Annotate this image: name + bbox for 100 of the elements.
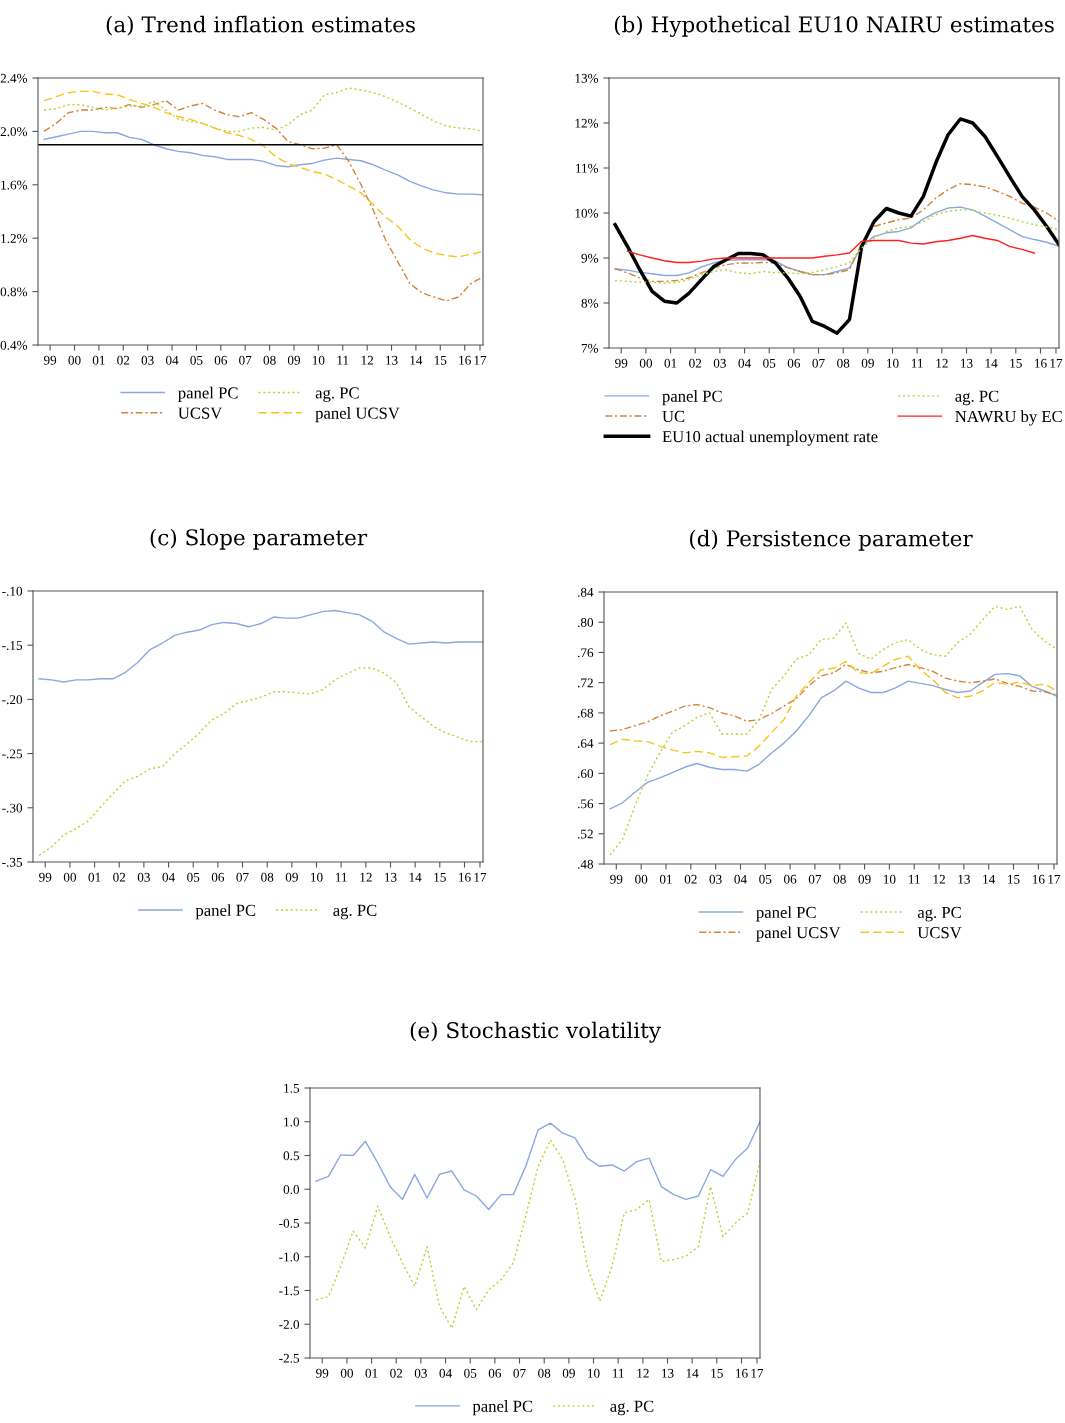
legend-label: panel UCSV	[315, 407, 400, 423]
y-tick-label: 0.4%	[0, 340, 28, 350]
y-tick-label: 13%	[575, 73, 599, 83]
legend-label: ag. PC	[315, 387, 359, 402]
x-tick-label: 14	[983, 874, 996, 884]
x-tick-label: 07	[239, 355, 252, 365]
y-tick-label: 9%	[581, 253, 599, 263]
x-tick-label: 06	[211, 872, 225, 882]
x-tick-label: 07	[236, 872, 249, 882]
line-series	[38, 667, 483, 857]
line-series	[609, 663, 1057, 732]
x-tick-label: 08	[837, 358, 850, 368]
x-tick-label: 04	[162, 872, 175, 882]
x-tick-label: 02	[113, 872, 126, 882]
legend-label: ag. PC	[955, 390, 999, 406]
y-tick-label: 8%	[581, 298, 599, 308]
y-tick-label: -2.5	[279, 1353, 300, 1363]
x-tick-label: 16	[1035, 358, 1047, 368]
legend-label: EU10 actual unemployment rate	[662, 430, 878, 446]
x-tick-label: 04	[439, 1368, 452, 1378]
x-tick-label: 06	[787, 358, 801, 368]
y-tick-label: .68	[577, 708, 594, 718]
x-tick-label: 02	[390, 1368, 403, 1378]
line-series	[43, 90, 483, 258]
legend-label: ag. PC	[333, 904, 377, 920]
x-tick-label: 17	[474, 355, 487, 365]
chart-title: (b) Hypothetical EU10 NAIRU estimates	[614, 15, 1054, 37]
x-tick-label: 12	[360, 872, 372, 882]
y-tick-label: -.15	[2, 641, 23, 650]
y-tick-label: .76	[577, 648, 594, 658]
y-tick-label: .84	[577, 587, 594, 597]
x-tick-label: 99	[316, 1368, 329, 1378]
x-tick-label: 11	[335, 872, 347, 882]
y-tick-label: -2.0	[279, 1320, 300, 1330]
y-tick-label: 7%	[581, 343, 599, 353]
legend-label: UC	[662, 410, 685, 423]
chart-title: (e) Stochastic volatility	[410, 1021, 661, 1043]
x-tick-label: 06	[784, 874, 797, 884]
legend-label: NAWRU by EC	[955, 410, 1062, 426]
legend-label: panel PC	[178, 386, 238, 402]
y-tick-label: -1.0	[279, 1252, 300, 1262]
x-tick-label: 08	[538, 1368, 551, 1378]
y-tick-label: 1.5	[284, 1083, 300, 1093]
x-tick-label: 00	[639, 358, 653, 368]
x-tick-label: 00	[63, 872, 77, 882]
legend-label: ag. PC	[917, 906, 961, 922]
y-tick-label: .56	[577, 799, 594, 809]
x-tick-label: 09	[285, 872, 298, 882]
x-tick-label: 04	[734, 874, 747, 884]
x-tick-label: 01	[659, 874, 672, 884]
y-tick-label: .64	[577, 738, 594, 748]
x-tick-label: 09	[287, 355, 301, 365]
x-tick-label: 03	[414, 1368, 427, 1378]
x-tick-label: 15	[711, 1368, 723, 1378]
legend-label: UCSV	[917, 927, 962, 939]
y-tick-label: .48	[577, 859, 594, 869]
y-tick-label: 0.0	[283, 1185, 300, 1195]
x-tick-label: 14	[686, 1368, 699, 1378]
legend-label: panel UCSV	[756, 926, 841, 942]
x-tick-label: 07	[513, 1368, 526, 1378]
y-tick-label: .60	[577, 769, 594, 779]
x-tick-label: 01	[664, 358, 677, 368]
line-series	[609, 605, 1057, 856]
x-tick-label: 08	[261, 872, 274, 882]
line-series	[626, 234, 1036, 264]
x-tick-label: 03	[137, 872, 150, 882]
y-tick-label: .80	[577, 618, 594, 627]
x-tick-label: 05	[464, 1368, 477, 1378]
x-tick-label: 10	[588, 1368, 600, 1378]
x-tick-label: 08	[833, 874, 846, 884]
x-tick-label: 01	[365, 1368, 378, 1378]
x-tick-label: 10	[311, 872, 323, 882]
line-series	[315, 1139, 760, 1329]
x-tick-label: 10	[312, 355, 325, 365]
x-tick-label: 07	[812, 358, 825, 368]
line-series	[613, 117, 1059, 335]
x-tick-label: 12	[933, 874, 945, 884]
y-tick-label: -.35	[2, 857, 23, 867]
x-tick-label: 16	[459, 355, 471, 365]
x-tick-label: 15	[434, 355, 447, 365]
y-tick-label: 10%	[575, 208, 599, 218]
y-tick-label: 0.8%	[0, 287, 28, 297]
x-tick-label: 04	[165, 355, 179, 365]
x-tick-label: 17	[474, 872, 487, 882]
x-tick-label: 10	[887, 358, 899, 368]
x-tick-label: 04	[738, 358, 751, 368]
legend-label: ag. PC	[610, 1400, 654, 1416]
line-series	[43, 87, 483, 133]
x-tick-label: 10	[883, 874, 896, 884]
x-tick-label: 05	[187, 872, 200, 882]
x-tick-label: 05	[759, 874, 772, 884]
chart-title: (a) Trend inflation estimates	[106, 15, 415, 36]
y-tick-label: -.25	[2, 749, 23, 759]
line-series	[43, 130, 483, 196]
x-tick-label: 17	[751, 1368, 764, 1378]
y-tick-label: -.30	[2, 803, 23, 813]
line-series	[614, 183, 1059, 283]
x-tick-label: 13	[386, 355, 398, 365]
x-tick-label: 12	[637, 1368, 649, 1378]
x-tick-label: 09	[858, 874, 871, 884]
